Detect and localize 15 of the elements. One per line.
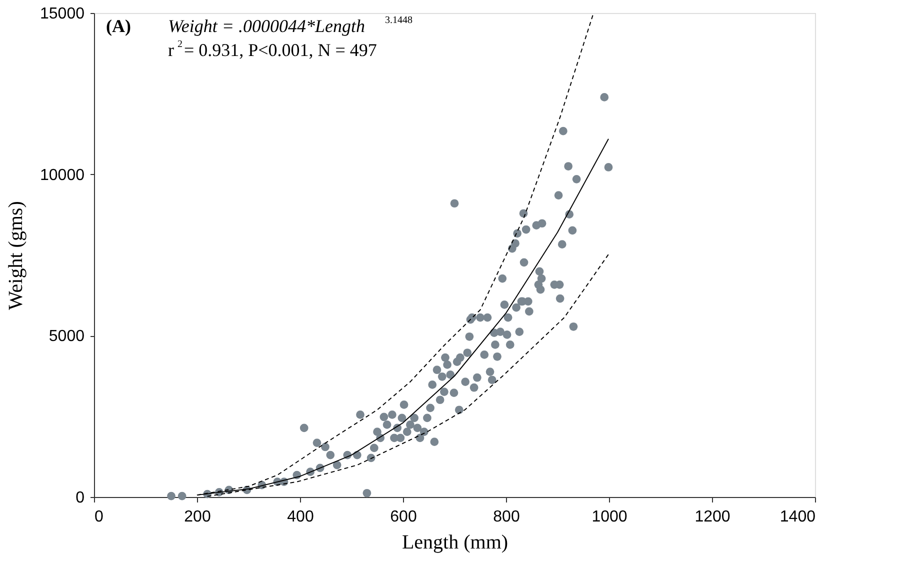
y-tick-label: 5000 <box>48 328 85 346</box>
x-tick-label: 0 <box>94 508 104 526</box>
y-tick-label: 10000 <box>40 166 85 184</box>
x-tick-label: 200 <box>184 508 211 526</box>
x-tick-label: 800 <box>493 508 520 526</box>
x-tick-label: 1000 <box>592 508 628 526</box>
x-tick-label: 400 <box>287 508 314 526</box>
x-tick-label: 1200 <box>694 508 730 526</box>
y-tick-label: 0 <box>76 490 85 506</box>
annotation: (A) <box>106 16 131 36</box>
x-axis-title: Length (mm) <box>402 532 508 554</box>
x-tick-label: 600 <box>390 508 417 526</box>
y-tick-label: 15000 <box>40 6 85 22</box>
x-tick-label: 1400 <box>780 508 816 526</box>
y-axis-title: Weight (gms) <box>5 201 28 310</box>
